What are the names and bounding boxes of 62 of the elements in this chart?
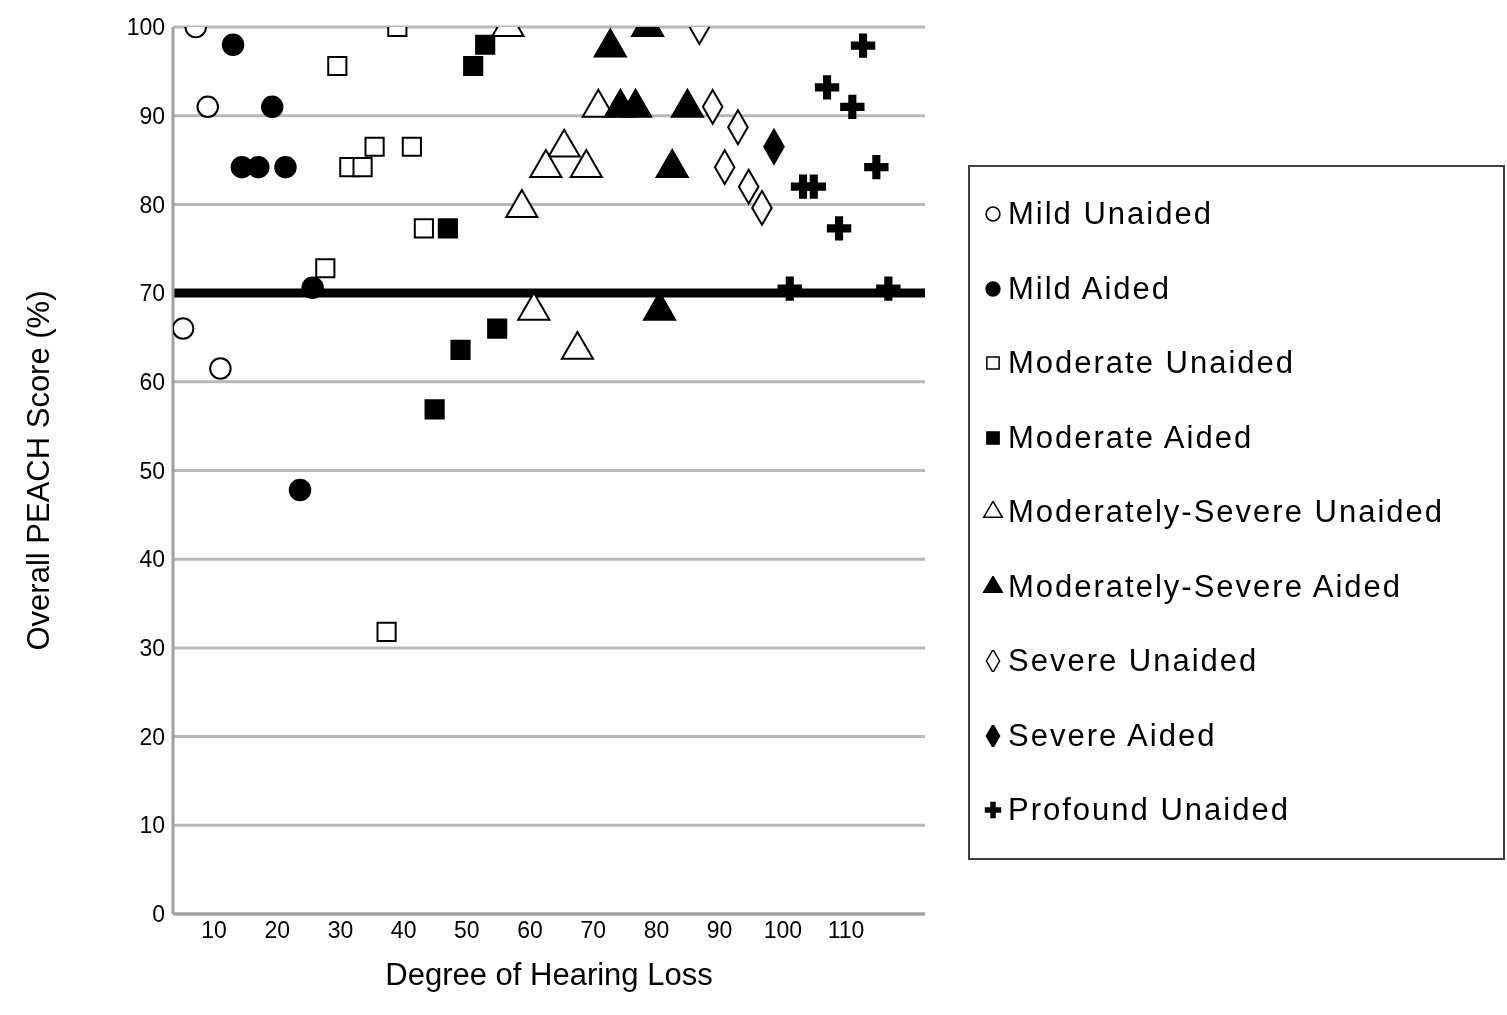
y-tick-label: 50 [139,457,165,484]
x-tick-label: 50 [454,917,480,944]
y-tick-label: 70 [139,280,165,307]
point [247,155,270,179]
legend-label: Profound Unaided [1008,792,1290,829]
legend-label: Moderately-Severe Aided [1008,568,1403,605]
y-tick-label: 40 [139,546,165,573]
point [814,75,840,100]
legend-label: Moderate Aided [1008,419,1254,456]
point [301,276,324,300]
x-tick-label: 110 [827,917,865,944]
y-axis-title: Overall PEACH Score (%) [21,290,57,651]
point [209,357,232,380]
legend-label: Moderate Unaided [1008,345,1296,382]
y-tick-label: 0 [152,901,165,928]
point [327,55,348,77]
x-tick-label: 100 [763,917,802,944]
x-tick-label: 40 [390,917,417,944]
point [424,399,445,420]
point [850,33,876,58]
point [864,154,889,180]
x-tick-label: 10 [201,917,227,944]
x-tick-label: 60 [517,917,543,944]
legend-label: Mild Unaided [1008,196,1213,233]
point [196,95,220,119]
point [475,34,496,55]
point [173,317,195,340]
y-tick-label: 60 [139,368,165,395]
y-tick-label: 80 [139,191,165,218]
y-tick-label: 30 [139,635,165,662]
x-tick-label: 80 [643,917,670,944]
y-tick-label: 100 [126,14,165,41]
point [487,318,508,339]
y-tick-label: 90 [139,102,165,129]
point [777,276,802,301]
point [840,94,865,120]
x-axis-title: Degree of Hearing Loss [385,957,713,992]
point [288,478,312,502]
x-tick-label: 90 [706,917,733,944]
point [450,339,471,360]
legend-label: Moderately-Severe Unaided [1008,494,1444,531]
legend-label: Severe Aided [1008,717,1217,754]
point [274,155,297,179]
point [364,136,385,157]
point [463,55,484,77]
point [437,218,458,239]
x-tick-label: 20 [264,917,291,944]
point [315,258,336,279]
point [376,621,397,643]
point [826,216,852,241]
x-tick-label: 30 [327,917,354,944]
x-tick-label: 70 [580,917,607,944]
y-tick-label: 10 [139,812,165,839]
point [260,95,284,119]
y-tick-label: 20 [139,723,165,750]
point [876,276,901,301]
point [401,136,422,157]
point [221,33,245,56]
point [352,157,373,178]
legend-label: Mild Aided [1008,270,1172,307]
point [413,218,434,239]
legend-label: Severe Unaided [1008,643,1259,680]
